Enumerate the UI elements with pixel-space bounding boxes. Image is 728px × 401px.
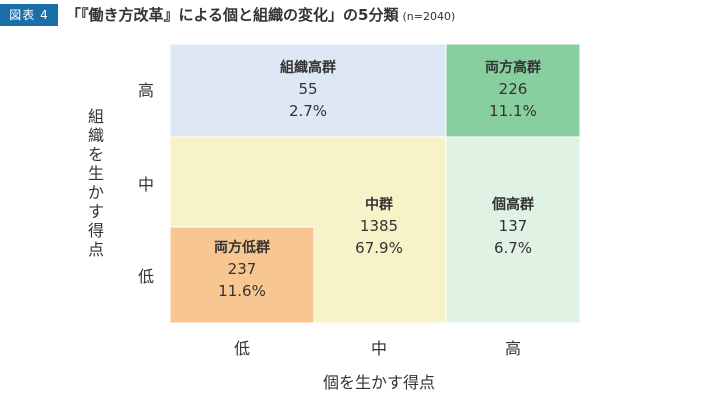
y-tick-label: 低 xyxy=(138,267,154,286)
segment-1-count: 226 xyxy=(499,80,528,98)
chart-axis-labels: 個を生かす得点 組織を生かす得点 xyxy=(88,107,435,392)
segment-2-count: 1385 xyxy=(360,217,398,235)
segment-4-percent: 11.6% xyxy=(218,282,266,300)
segment-0-percent: 2.7% xyxy=(289,102,327,120)
segment-1-name: 両方高群 xyxy=(485,59,541,76)
segment-3-name: 個高群 xyxy=(491,196,534,213)
segment-0-name: 組織高群 xyxy=(280,59,336,76)
y-axis-label: 組織を生かす得点 xyxy=(88,107,104,259)
segment-3-area xyxy=(445,136,581,324)
chart-header: 図表 4 「『働き方改革』による個と組織の変化」の5分類 (n=2040) xyxy=(0,0,728,30)
segment-3-count: 137 xyxy=(499,217,528,235)
x-tick-label: 高 xyxy=(505,339,521,358)
figure-label: 図表 4 xyxy=(0,4,58,26)
y-tick-label: 中 xyxy=(138,175,154,194)
segment-4-count: 237 xyxy=(228,260,257,278)
segment-3-percent: 6.7% xyxy=(494,239,532,257)
y-tick-label: 高 xyxy=(138,81,154,100)
chart-title: 「『働き方改革』による個と組織の変化」の5分類 (n=2040) xyxy=(66,4,455,26)
segment-1-area xyxy=(445,43,581,138)
segment-2-name: 中群 xyxy=(365,196,393,213)
segment-1-percent: 11.1% xyxy=(489,102,537,120)
segment-2-percent: 67.9% xyxy=(355,239,403,257)
sample-size: (n=2040) xyxy=(402,10,456,23)
x-tick-label: 中 xyxy=(371,339,387,358)
chart-cells: 組織高群 55 2.7% 両方高群 226 11.1% 中群 1385 67.9% 個高群 137 6… xyxy=(169,43,581,324)
chart-ticks: 高中低低中高 xyxy=(138,81,521,358)
segment-4-name: 両方低群 xyxy=(214,239,270,256)
chart-title-text: 「『働き方改革』による個と組織の変化」の5分類 xyxy=(66,6,399,24)
x-axis-label: 個を生かす得点 xyxy=(323,373,435,392)
x-tick-label: 低 xyxy=(234,339,250,358)
segment-4-area xyxy=(169,226,315,324)
segment-0-count: 55 xyxy=(298,80,317,98)
